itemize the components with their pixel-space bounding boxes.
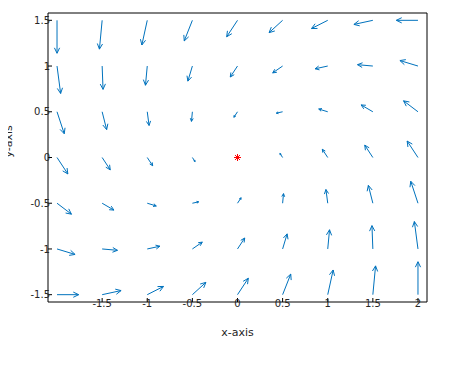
svg-text:1: 1 xyxy=(44,61,50,72)
svg-text:-0.5: -0.5 xyxy=(30,198,50,209)
svg-text:0.5: 0.5 xyxy=(34,106,50,117)
svg-text:1.5: 1.5 xyxy=(34,15,50,26)
svg-text:-0.5: -0.5 xyxy=(183,298,203,309)
svg-text:0: 0 xyxy=(234,298,240,309)
svg-text:y-axis: y-axis xyxy=(8,125,15,158)
svg-text:2: 2 xyxy=(415,298,421,309)
svg-text:0: 0 xyxy=(44,152,50,163)
svg-text:-1.5: -1.5 xyxy=(92,298,112,309)
svg-text:-1: -1 xyxy=(142,298,152,309)
svg-text:1: 1 xyxy=(325,298,331,309)
svg-text:-1.5: -1.5 xyxy=(30,289,50,300)
svg-text:1.5: 1.5 xyxy=(365,298,381,309)
svg-text:x-axis: x-axis xyxy=(221,326,254,339)
svg-text:-1: -1 xyxy=(40,244,50,255)
svg-text:0.5: 0.5 xyxy=(275,298,291,309)
